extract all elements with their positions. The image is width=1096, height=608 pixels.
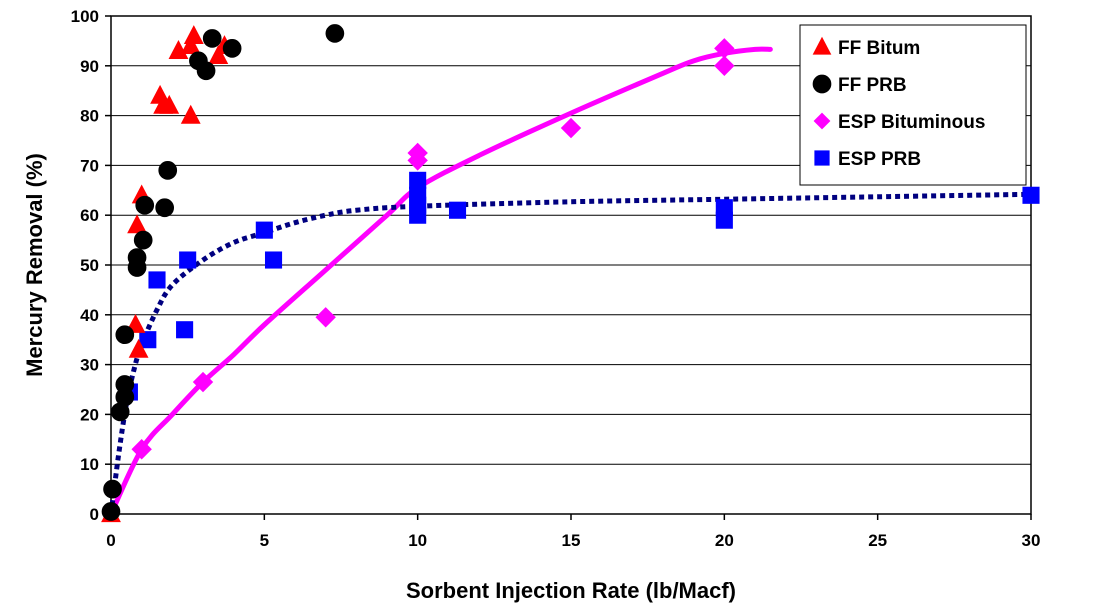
- x-tick-label: 30: [1022, 531, 1041, 550]
- data-point-esp-prb: [179, 251, 197, 269]
- y-tick-label: 100: [71, 7, 99, 26]
- data-point-esp-prb: [409, 186, 427, 204]
- data-point-ff-bitum: [168, 40, 189, 59]
- legend-marker: [812, 74, 832, 94]
- x-tick-label: 15: [562, 531, 581, 550]
- legend: FF Bitum FF PRB ESP Bituminous ESP PRB: [799, 24, 1027, 186]
- data-point-ff-prb: [325, 24, 345, 43]
- gridlines: [111, 65, 1031, 465]
- data-point-esp-bituminous: [407, 142, 428, 164]
- data-point-esp-prb: [148, 271, 166, 289]
- x-tick-label: 20: [715, 531, 734, 550]
- legend-label: ESP PRB: [838, 149, 921, 170]
- data-point-esp-prb: [176, 321, 194, 339]
- data-point-esp-prb: [264, 251, 283, 269]
- x-tick-label: 5: [260, 531, 269, 550]
- y-tick-label: 60: [80, 206, 99, 225]
- trendline-esp-bituminous: [108, 46, 773, 517]
- legend-label: FF PRB: [838, 75, 907, 96]
- y-axis-title: Mercury Removal (%): [22, 153, 47, 377]
- legend-marker: [814, 150, 830, 166]
- data-point-ff-prb: [103, 479, 122, 499]
- data-points: [101, 24, 1040, 523]
- y-tick-label: 40: [80, 306, 99, 325]
- data-point-ff-bitum: [208, 45, 229, 64]
- y-tick-label: 20: [80, 405, 99, 424]
- axis-ticks: 0 10 20 30 40 50 60 70 80 90 100 0 5 10 15 20 25 30: [71, 7, 1041, 550]
- data-point-ff-bitum: [128, 338, 149, 358]
- data-point-ff-prb: [127, 248, 147, 267]
- trendline-esp-prb: [108, 191, 1032, 515]
- data-point-esp-prb: [409, 171, 427, 189]
- data-point-esp-bituminous: [131, 439, 152, 460]
- data-point-esp-bituminous: [315, 307, 336, 328]
- data-point-ff-prb: [196, 61, 216, 81]
- y-tick-label: 0: [90, 505, 99, 524]
- data-point-ff-bitum: [180, 35, 201, 54]
- y-tick-label: 80: [80, 107, 99, 126]
- x-tick-label: 10: [408, 531, 427, 550]
- legend-box: [799, 24, 1027, 186]
- data-point-ff-prb: [135, 195, 155, 215]
- data-point-esp-bituminous: [192, 371, 214, 393]
- data-point-ff-prb: [155, 198, 175, 218]
- data-point-esp-prb: [1022, 186, 1040, 204]
- legend-marker: [812, 36, 832, 55]
- y-tick-label: 50: [80, 256, 99, 275]
- x-axis-title: Sorbent Injection Rate (lb/Macf): [406, 578, 736, 603]
- legend-label: FF Bitum: [838, 38, 920, 59]
- data-point-ff-bitum: [159, 94, 180, 114]
- data-point-esp-prb: [255, 221, 273, 239]
- data-point-esp-prb: [715, 199, 733, 217]
- data-point-ff-bitum: [183, 25, 204, 45]
- y-tick-label: 10: [80, 455, 99, 474]
- data-point-ff-prb: [115, 375, 135, 394]
- data-point-ff-prb: [115, 325, 135, 345]
- y-tick-label: 30: [80, 356, 99, 375]
- data-point-ff-prb: [158, 161, 178, 180]
- data-point-ff-prb: [101, 502, 121, 521]
- data-point-ff-prb: [133, 230, 153, 250]
- data-point-ff-prb: [202, 29, 222, 48]
- data-point-esp-bituminous: [714, 38, 735, 59]
- x-tick-label: 0: [106, 531, 115, 550]
- data-point-esp-bituminous: [714, 55, 735, 76]
- x-tick-label: 25: [868, 531, 887, 550]
- y-tick-label: 90: [80, 57, 99, 76]
- data-point-esp-prb: [139, 331, 157, 349]
- legend-marker: [813, 112, 831, 130]
- legend-label: ESP Bituminous: [838, 112, 985, 133]
- data-point-ff-bitum: [180, 104, 201, 124]
- y-tick-label: 70: [80, 156, 99, 175]
- data-point-esp-prb: [448, 201, 467, 219]
- data-point-esp-bituminous: [560, 117, 582, 139]
- data-point-ff-bitum: [127, 214, 147, 234]
- data-point-ff-prb: [222, 39, 242, 58]
